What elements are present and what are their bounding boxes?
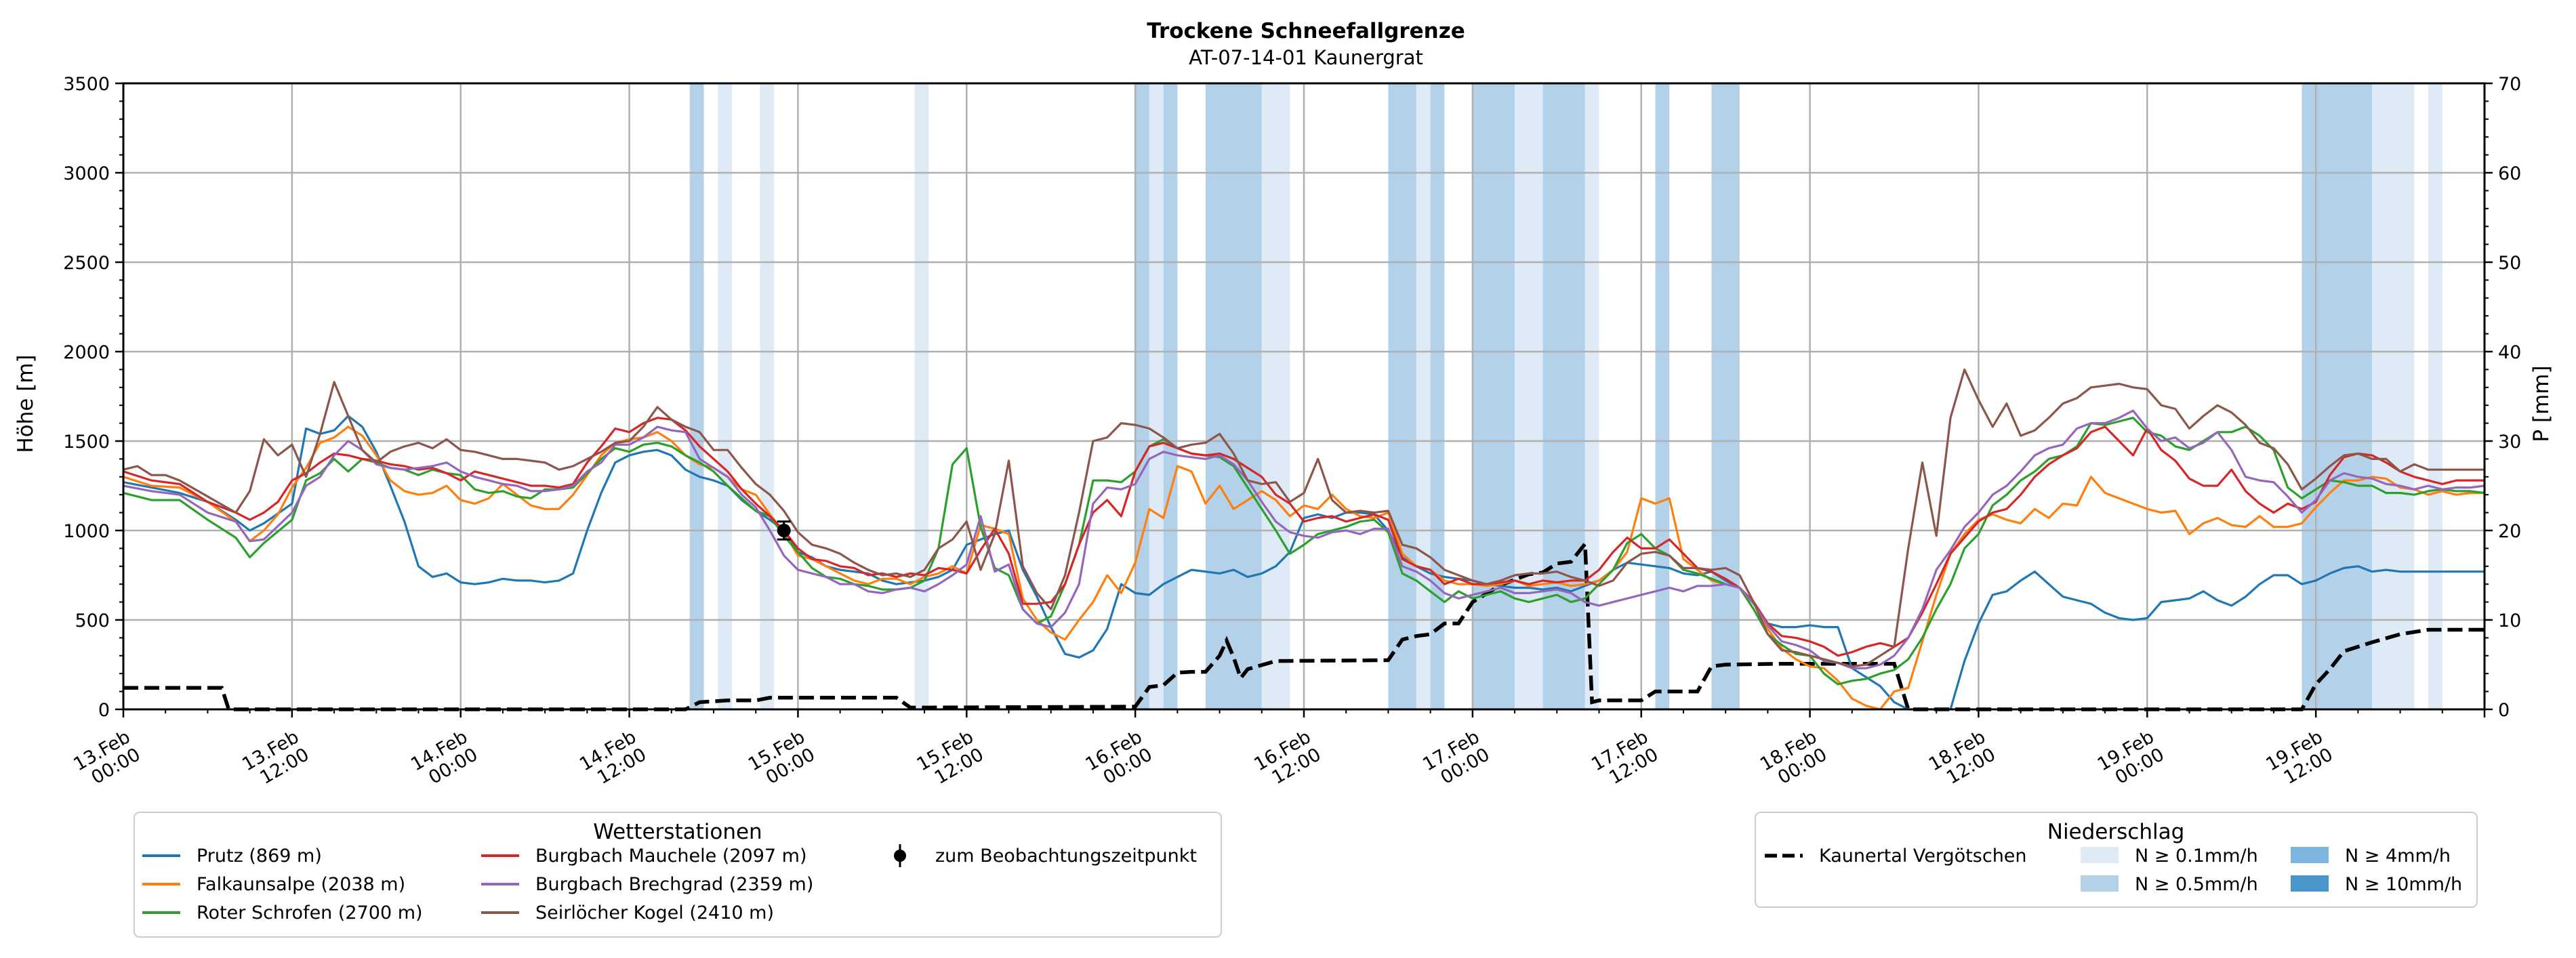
- precip-band: [1542, 83, 1585, 709]
- precip-legend-title: Niederschlag: [2047, 820, 2185, 844]
- station-line-2: [123, 425, 2485, 711]
- precip-legend: Niederschlag Kaunertal Vergötschen N ≥ 0.…: [1755, 812, 2478, 908]
- y-tick-label: 3500: [63, 74, 110, 95]
- legend-level-label-4: N ≥ 10mm/h: [2345, 874, 2462, 895]
- x-tick-label: 18.Feb00:00: [1757, 726, 1831, 793]
- y2-tick-label: 70: [2498, 74, 2521, 95]
- precip-band: [1416, 83, 1431, 709]
- precip-band: [689, 83, 704, 709]
- y2-tick-label: 0: [2498, 700, 2510, 721]
- x-tick-label: 17.Feb00:00: [1419, 726, 1493, 793]
- y2-tick-label: 20: [2498, 521, 2521, 542]
- station-line-6: [123, 368, 2485, 668]
- stations-legend-title: Wetterstationen: [593, 820, 762, 844]
- legend-obs-dot: [894, 850, 906, 862]
- y-tick-label: 2000: [63, 342, 110, 363]
- y-tick-label: 2500: [63, 253, 110, 274]
- y-tick-label: 1500: [63, 432, 110, 453]
- observation-point: [777, 524, 791, 537]
- precip-line-kaunertal: [123, 539, 2485, 711]
- legend-level-swatch-1: [2081, 847, 2119, 863]
- legend-label-3: Roter Schrofen (2700 m): [197, 902, 423, 923]
- x-tick-label: 16.Feb12:00: [1250, 726, 1324, 793]
- legend-level-swatch-3: [2291, 847, 2329, 863]
- x-tick-label: 16.Feb00:00: [1082, 726, 1156, 793]
- x-tick-label: 14.Feb12:00: [576, 726, 650, 793]
- y2-tick-label: 30: [2498, 432, 2521, 453]
- precip-band: [1430, 83, 1445, 709]
- precip-bands: [689, 83, 2442, 709]
- legend-label-4: Burgbach Mauchele (2097 m): [535, 846, 807, 867]
- precip-band: [2372, 83, 2415, 709]
- x-tick-label: 19.Feb00:00: [2094, 726, 2168, 793]
- legend-level-label-3: N ≥ 4mm/h: [2345, 846, 2451, 867]
- precip-band: [1388, 83, 1416, 709]
- observation-marker: [777, 520, 791, 541]
- legend-label-1: Prutz (869 m): [197, 846, 322, 867]
- precip-band: [1149, 83, 1164, 709]
- precip-series: [123, 539, 2485, 711]
- legend-level-swatch-2: [2081, 875, 2119, 892]
- station-lines: [123, 368, 2485, 711]
- precip-band: [2302, 83, 2373, 709]
- x-tick-label: 15.Feb12:00: [914, 726, 987, 793]
- y-axis-label: Höhe [m]: [14, 354, 38, 453]
- y2-tick-label: 40: [2498, 342, 2521, 363]
- y2-tick-label: 60: [2498, 163, 2521, 184]
- station-line-1: [123, 415, 2485, 711]
- y-tick-label: 1000: [63, 521, 110, 542]
- legend-precip-line-label: Kaunertal Vergötschen: [1819, 846, 2027, 867]
- precip-band: [760, 83, 775, 709]
- x-tick-label: 13.Feb12:00: [239, 726, 312, 793]
- legend-level-label-1: N ≥ 0.1mm/h: [2135, 846, 2258, 867]
- station-line-5: [123, 409, 2485, 669]
- x-tick-label: 14.Feb00:00: [407, 726, 481, 793]
- grid-lines: [122, 82, 2485, 711]
- precip-band: [718, 83, 732, 709]
- precip-band: [1135, 83, 1149, 709]
- precip-band: [1163, 83, 1178, 709]
- station-line-4: [123, 417, 2485, 657]
- legend-label-2: Falkaunsalpe (2038 m): [197, 874, 405, 895]
- x-tick-label: 18.Feb12:00: [1925, 726, 1999, 793]
- chart-title: Trockene Schneefallgrenze: [1147, 19, 1465, 43]
- legend-label-5: Burgbach Brechgrad (2359 m): [535, 874, 813, 895]
- x-tick-label: 15.Feb00:00: [745, 726, 819, 793]
- legend-level-swatch-4: [2291, 875, 2329, 892]
- precip-band: [1585, 83, 1599, 709]
- x-tick-label: 13.Feb00:00: [70, 726, 144, 793]
- precip-band: [1655, 83, 1670, 709]
- legend-label-7: zum Beobachtungszeitpunkt: [935, 846, 1197, 867]
- legend-label-6: Seirlöcher Kogel (2410 m): [535, 902, 774, 923]
- precip-band: [1472, 83, 1515, 709]
- x-tick-label: 19.Feb12:00: [2263, 726, 2337, 793]
- precip-band: [1261, 83, 1290, 709]
- y-tick-label: 0: [98, 700, 110, 721]
- y2-tick-label: 50: [2498, 253, 2521, 274]
- y-tick-label: 3000: [63, 163, 110, 184]
- x-tick-label: 17.Feb12:00: [1588, 726, 1662, 793]
- precip-band: [2428, 83, 2442, 709]
- precip-band: [1711, 83, 1740, 709]
- precip-band: [1205, 83, 1262, 709]
- y-tick-label: 500: [75, 610, 110, 631]
- y2-tick-label: 10: [2498, 610, 2521, 631]
- precip-band: [1515, 83, 1543, 709]
- legend-level-label-2: N ≥ 0.5mm/h: [2135, 874, 2258, 895]
- station-line-3: [123, 417, 2485, 686]
- stations-legend-frame: [134, 812, 1222, 938]
- y2-axis-label: P [mm]: [2529, 365, 2554, 442]
- chart-subtitle: AT-07-14-01 Kaunergrat: [1189, 46, 1423, 69]
- stations-legend: Wetterstationen Prutz (869 m) Falkaunsalp…: [134, 812, 1222, 938]
- precip-band: [914, 83, 929, 709]
